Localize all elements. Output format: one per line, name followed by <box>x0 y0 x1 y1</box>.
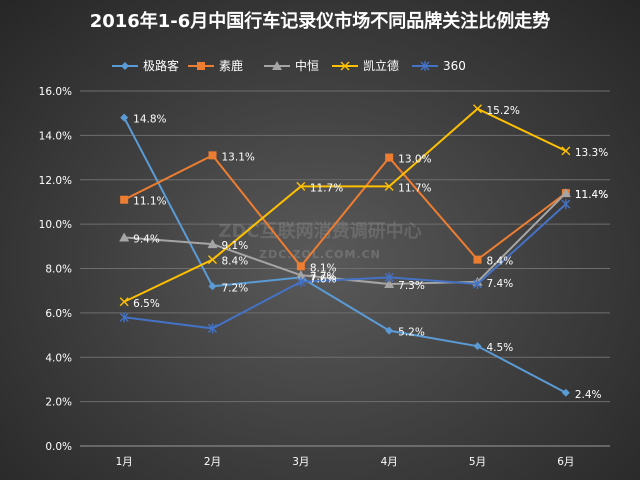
legend-item: 中恒 <box>264 58 319 73</box>
x-axis: 1月 2月 3月 4月 5月 6月 <box>116 456 575 468</box>
data-label: 8.4% <box>222 256 249 268</box>
data-point <box>385 153 394 162</box>
series-layer <box>119 104 571 397</box>
data-label: 13.1% <box>222 151 255 163</box>
data-point <box>295 270 306 280</box>
grid-lines <box>80 90 610 447</box>
data-point <box>561 388 570 397</box>
legend-marker <box>420 61 430 71</box>
data-label: 7.6% <box>310 273 337 285</box>
data-labels: 14.8% 7.2% 7.6% 5.2% 4.5% 2.4% 11.1% 13.1% 8.1% 1… <box>133 105 608 401</box>
y-tick-label: 4.0% <box>45 352 72 364</box>
data-point <box>561 199 571 210</box>
x-tick-label: 4月 <box>381 456 398 468</box>
x-tick-label: 1月 <box>116 456 133 468</box>
y-tick-label: 0.0% <box>45 441 72 453</box>
data-point <box>208 323 217 334</box>
data-label: 9.4% <box>133 233 160 245</box>
data-label: 15.2% <box>487 105 520 117</box>
legend-marker <box>340 61 350 71</box>
data-point <box>119 232 130 242</box>
series <box>119 104 571 307</box>
legend-label: 凯立德 <box>363 58 399 73</box>
y-tick-label: 10.0% <box>39 219 72 231</box>
data-point <box>473 342 482 351</box>
legend-label: 素鹿 <box>219 58 243 73</box>
series-line <box>123 107 567 303</box>
data-point <box>208 151 217 160</box>
data-point <box>207 239 218 249</box>
data-label: 5.2% <box>398 327 425 339</box>
legend-marker <box>197 62 205 70</box>
data-point <box>473 279 482 290</box>
data-label: 13.3% <box>575 147 608 159</box>
data-label: 11.7% <box>398 182 431 194</box>
data-point <box>119 312 129 323</box>
series-line <box>123 154 567 268</box>
data-point <box>385 326 394 335</box>
data-label: 11.1% <box>133 196 166 208</box>
data-point <box>561 146 571 156</box>
legend-item: 凯立德 <box>332 58 399 73</box>
data-point <box>120 113 129 122</box>
y-tick-label: 16.0% <box>39 86 72 98</box>
x-tick-label: 5月 <box>469 456 486 468</box>
data-label: 14.8% <box>133 114 166 126</box>
legend-item: 360 <box>412 59 466 73</box>
data-label: 7.7% <box>310 271 337 283</box>
y-tick-label: 8.0% <box>45 264 72 276</box>
y-axis: 0.0% 2.0% 4.0% 6.0% 8.0% 10.0% 12.0% 14.0% 16.0% <box>39 86 72 453</box>
data-point <box>384 279 395 289</box>
data-point <box>296 181 306 191</box>
legend-label: 极路客 <box>143 58 179 73</box>
series-line <box>124 203 567 330</box>
data-point <box>473 104 482 114</box>
legend-item: 素鹿 <box>188 58 243 73</box>
x-tick-label: 3月 <box>292 456 309 468</box>
watermark: ZDC互联网消费调研中心 ZDC.ZOL.COM.CN <box>218 220 421 261</box>
data-point <box>296 262 305 271</box>
y-tick-label: 2.0% <box>45 397 72 409</box>
data-point <box>208 255 217 265</box>
data-label: 11.4% <box>575 189 608 201</box>
data-label: 4.5% <box>487 342 514 354</box>
data-point <box>296 276 306 287</box>
data-label: 13.0% <box>398 154 431 166</box>
data-label: 8.4% <box>487 256 514 268</box>
y-tick-label: 6.0% <box>45 308 72 320</box>
data-point <box>208 282 217 291</box>
series <box>119 199 571 334</box>
series-line <box>123 117 567 394</box>
data-label: 7.3% <box>398 280 425 292</box>
chart-title: 2016年1-6月中国行车记录仪市场不同品牌关注比例走势 <box>90 10 551 32</box>
data-label: 11.7% <box>310 182 343 194</box>
data-label: 8.1% <box>310 262 337 274</box>
data-label: 7.2% <box>222 282 249 294</box>
data-label: 6.5% <box>133 298 160 310</box>
legend: 极路客 素鹿 中恒 凯立德 360 <box>112 58 466 73</box>
legend-label: 360 <box>443 59 466 73</box>
data-label: 9.1% <box>222 240 249 252</box>
data-label: 7.4% <box>487 278 514 290</box>
y-tick-label: 14.0% <box>39 130 72 142</box>
data-point <box>120 195 129 204</box>
data-label: 11.4% <box>575 189 608 201</box>
legend-label: 中恒 <box>295 58 319 73</box>
x-tick-label: 6月 <box>557 456 574 468</box>
y-tick-label: 12.0% <box>39 175 72 187</box>
legend-item: 极路客 <box>112 58 179 73</box>
legend-marker <box>121 62 129 70</box>
data-point <box>384 181 394 191</box>
data-point <box>560 188 571 198</box>
data-point <box>473 255 482 264</box>
x-tick-label: 2月 <box>204 456 221 468</box>
data-label: 2.4% <box>575 389 602 401</box>
data-point <box>119 297 129 307</box>
watermark-en: ZDC.ZOL.COM.CN <box>259 248 381 261</box>
data-point <box>384 272 394 283</box>
watermark-cn: ZDC互联网消费调研中心 <box>218 220 421 242</box>
legend-marker <box>272 61 282 70</box>
